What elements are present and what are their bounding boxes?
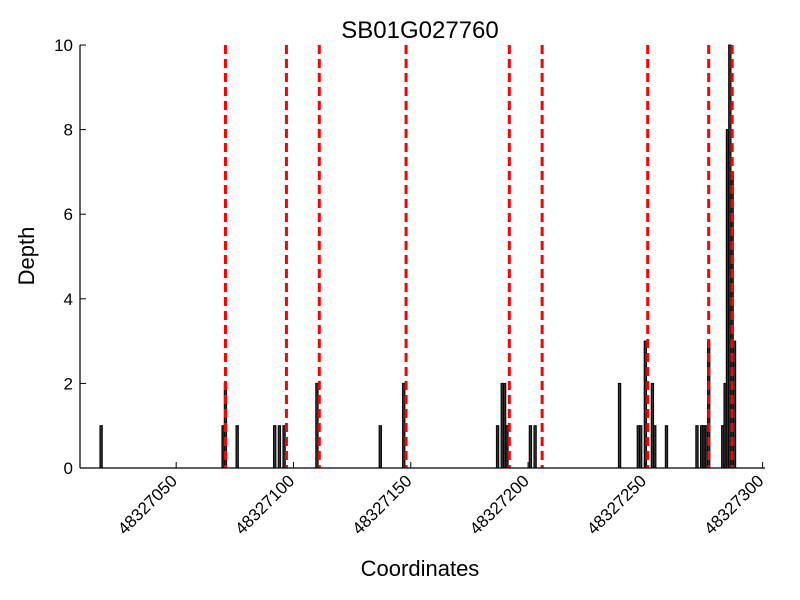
y-tick-label: 6 — [64, 205, 73, 224]
y-ticks: 0 2 4 6 8 10 — [54, 36, 86, 478]
bar — [282, 425, 286, 469]
x-tick-label: 48327200 — [466, 471, 533, 538]
bar — [638, 425, 643, 469]
bar — [235, 425, 239, 469]
chart-title: SB01G027760 — [341, 17, 498, 44]
bar — [732, 340, 737, 469]
x-tick-label: 48327050 — [114, 471, 181, 538]
bar — [99, 425, 103, 469]
y-tick-label: 4 — [64, 290, 73, 309]
bar — [505, 425, 509, 469]
bar-series — [99, 44, 737, 469]
y-tick-label: 0 — [64, 459, 73, 478]
x-tick-label: 48327100 — [231, 471, 298, 538]
x-tick-label: 48327150 — [349, 471, 416, 538]
bar — [617, 382, 622, 469]
bar — [273, 425, 277, 469]
bar — [695, 425, 699, 469]
bar — [528, 425, 533, 469]
y-tick-label: 10 — [54, 36, 73, 55]
x-axis-label: Coordinates — [361, 556, 480, 581]
bar — [643, 340, 648, 469]
y-tick-label: 2 — [64, 374, 73, 393]
y-axis-label: Depth — [14, 227, 39, 286]
bar — [664, 425, 669, 469]
y-tick-label: 8 — [64, 121, 73, 140]
bar — [533, 425, 537, 469]
marker-lines — [223, 45, 734, 468]
x-tick-label: 48327300 — [701, 471, 768, 538]
bar — [378, 425, 382, 469]
bar — [495, 425, 500, 469]
bar — [315, 382, 319, 469]
x-ticks: 48327050 48327100 48327150 48327200 48327250… — [114, 462, 767, 538]
bar — [402, 382, 406, 469]
axes — [79, 45, 765, 469]
x-tick-label: 48327250 — [583, 471, 650, 538]
bar — [653, 425, 657, 469]
bar — [277, 425, 282, 469]
